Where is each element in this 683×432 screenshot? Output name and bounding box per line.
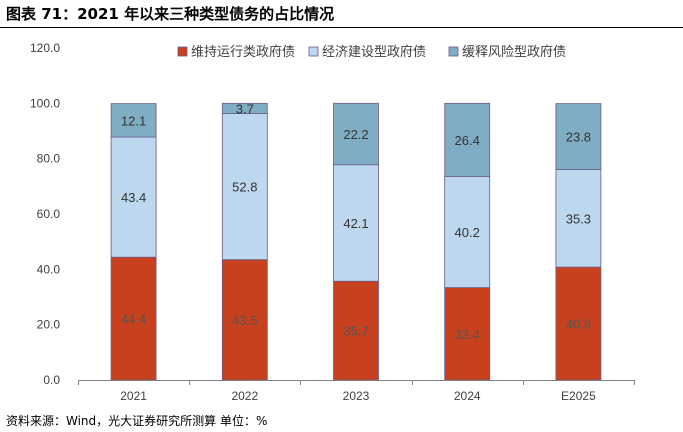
- y-axis: 0.0 20.0 40.0 60.0 80.0 100.0 120.0: [30, 41, 60, 387]
- y-tick-label: 120.0: [30, 41, 60, 55]
- bars: 44.4 43.4 12.1 43.5 52.8 3.7 35.7 42.1 22.2 33.4 4…: [110, 101, 602, 381]
- legend-swatch: [448, 46, 459, 57]
- bar-segment: [221, 102, 268, 114]
- bar-segment: [444, 102, 491, 177]
- bar-segment: [444, 175, 491, 288]
- stacked-bar-chart: 维持运行类政府债 经济建设型政府债 缓释风险型政府债 0.0 20.0 40.0 60.0…: [30, 41, 635, 403]
- bar-segment: [110, 256, 157, 381]
- data-label: 52.8: [232, 180, 257, 195]
- y-tick-label: 40.0: [37, 262, 61, 276]
- data-label: 35.3: [566, 211, 591, 226]
- legend-swatch: [308, 46, 319, 57]
- x-tick-label: 2021: [120, 389, 147, 403]
- bar-segment: [555, 266, 602, 381]
- bar-segment: [444, 287, 491, 381]
- y-tick-label: 80.0: [37, 152, 61, 166]
- bar-segment: [221, 113, 268, 261]
- y-tick-label: 60.0: [37, 207, 61, 221]
- x-tick-label: 2024: [454, 389, 481, 403]
- data-label: 35.7: [343, 324, 368, 339]
- y-tick-label: 100.0: [30, 96, 60, 110]
- source-note: 资料来源：Wind，光大证券研究所测算 单位：%: [6, 414, 268, 428]
- data-label: 43.5: [232, 313, 257, 328]
- legend-swatch: [177, 46, 188, 57]
- data-label: 33.4: [455, 327, 480, 342]
- bar-segment: [333, 280, 379, 381]
- bar-segment: [110, 103, 157, 138]
- data-label: 44.4: [121, 312, 146, 327]
- data-label: 40.2: [455, 225, 480, 240]
- x-tick-label: 2023: [343, 389, 370, 403]
- y-tick-label: 20.0: [37, 318, 61, 332]
- data-label: 23.8: [566, 130, 591, 145]
- data-label: 40.8: [566, 317, 591, 332]
- title-divider: [0, 27, 683, 28]
- chart-legend: 维持运行类政府债 经济建设型政府债 缓释风险型政府债: [177, 45, 566, 60]
- x-tick-label: E2025: [561, 389, 596, 403]
- data-label: 22.2: [343, 127, 368, 142]
- data-label: 3.7: [236, 101, 254, 116]
- bar-segment: [221, 259, 268, 381]
- bar-segment: [333, 102, 379, 166]
- data-label: 26.4: [455, 133, 480, 148]
- legend-label: 维持运行类政府债: [191, 45, 295, 60]
- data-label: 43.4: [121, 190, 146, 205]
- data-label: 42.1: [343, 216, 368, 231]
- chart-title: 图表 71：2021 年以来三种类型债务的占比情况: [6, 5, 335, 23]
- legend-label: 缓释风险型政府债: [462, 45, 566, 60]
- bar-segment: [555, 103, 602, 170]
- x-tick-label: 2022: [231, 389, 258, 403]
- legend-label: 经济建设型政府债: [322, 45, 426, 60]
- bar-segment: [555, 169, 602, 268]
- data-label: 12.1: [121, 113, 146, 128]
- y-tick-label: 0.0: [43, 373, 60, 387]
- x-axis: 2021 2022 2023 2024 E2025: [78, 380, 635, 403]
